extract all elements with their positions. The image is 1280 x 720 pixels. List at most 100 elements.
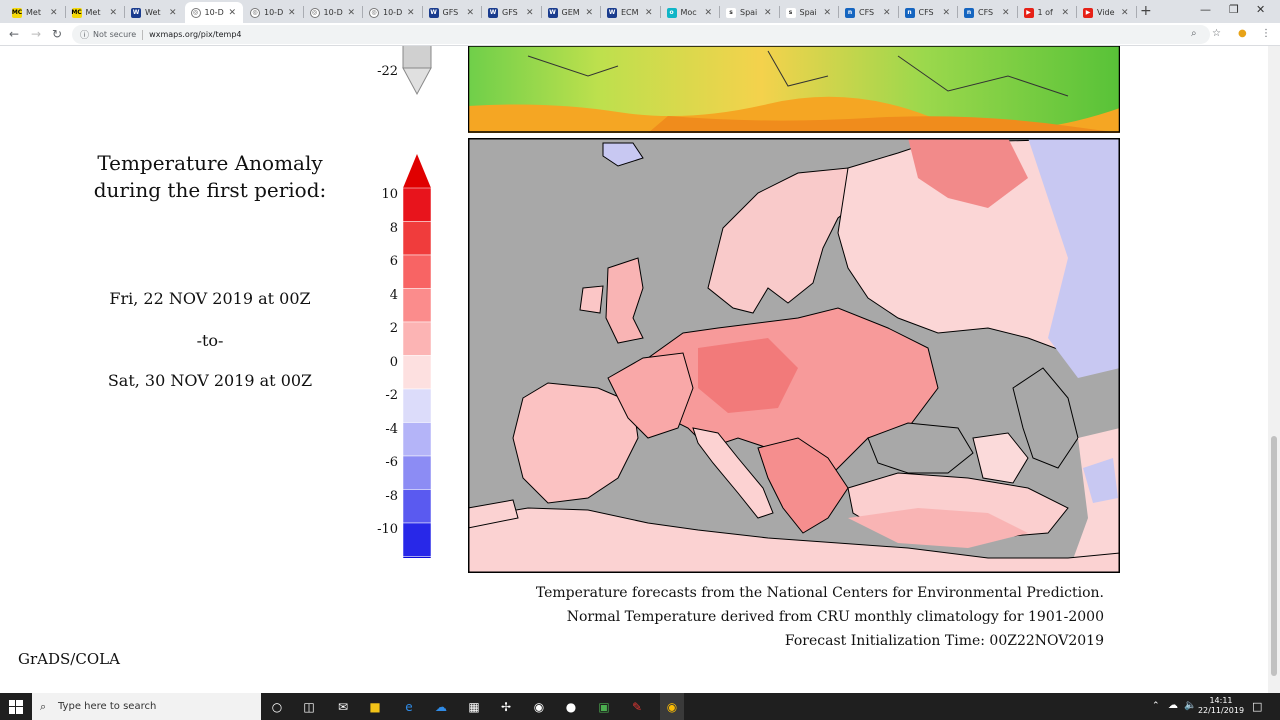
windows-logo-icon xyxy=(9,699,23,714)
tab-close-icon[interactable]: ✕ xyxy=(526,7,534,18)
legend-tick-label: 2 xyxy=(389,321,398,336)
cortana-icon[interactable]: ○ xyxy=(271,700,283,714)
tab-title: Moc xyxy=(680,8,697,17)
separator xyxy=(142,29,144,40)
page-scrollbar[interactable] xyxy=(1268,46,1280,693)
browser-tab[interactable]: ▶ Vide ✕ xyxy=(1077,2,1136,23)
edge-icon[interactable]: e xyxy=(405,700,413,714)
file-explorer-icon[interactable]: ■ xyxy=(369,700,381,714)
browser-tab[interactable]: W GFS ✕ xyxy=(423,2,482,23)
tab-close-icon[interactable]: ✕ xyxy=(50,7,58,18)
tab-favicon-icon: ◎ xyxy=(250,7,260,18)
tray-chevron-icon[interactable]: ⌃ xyxy=(1152,701,1160,711)
tab-close-icon[interactable]: ✕ xyxy=(764,7,772,18)
info-icon[interactable]: ⓘ xyxy=(80,31,90,41)
tab-close-icon[interactable]: ✕ xyxy=(1061,7,1070,18)
forward-icon[interactable]: → xyxy=(31,27,42,41)
browser-tab[interactable]: n CFS ✕ xyxy=(839,2,898,23)
browser-tab[interactable]: ◎ 10-D ✕ xyxy=(363,2,422,23)
browser-tab[interactable]: s Spai ✕ xyxy=(780,2,839,23)
calendar-icon[interactable]: ▦ xyxy=(468,700,480,714)
browser-tab[interactable]: W Wet ✕ xyxy=(125,2,184,23)
mail-icon[interactable]: ✉ xyxy=(337,700,349,714)
browser-tab[interactable]: W GFS ✕ xyxy=(482,2,541,23)
tab-favicon-icon: ◎ xyxy=(369,7,379,18)
tab-close-icon[interactable]: ✕ xyxy=(169,7,177,18)
onedrive-icon[interactable]: ☁ xyxy=(435,700,447,714)
browser-tab[interactable]: MC Met ✕ xyxy=(66,2,125,23)
tab-close-icon[interactable]: ✕ xyxy=(823,7,832,18)
minimize-icon[interactable]: — xyxy=(1200,3,1211,16)
tab-close-icon[interactable]: ✕ xyxy=(347,7,356,18)
start-button[interactable] xyxy=(0,693,32,720)
tab-close-icon[interactable]: ✕ xyxy=(1002,7,1010,18)
clock-time: 14:11 xyxy=(1209,696,1233,705)
browser-tab[interactable]: o Moc ✕ xyxy=(661,2,720,23)
tab-favicon-icon: n xyxy=(904,7,915,18)
clock-date: 22/11/2019 xyxy=(1197,706,1245,715)
menu-kebab-icon[interactable]: ⋮ xyxy=(1261,28,1271,39)
browser-tab[interactable]: n CFS ✕ xyxy=(958,2,1017,23)
credit-label: GrADS/COLA xyxy=(18,650,120,668)
tab-close-icon[interactable]: ✕ xyxy=(288,7,296,18)
browser-tab[interactable]: ▶ 1 of ✕ xyxy=(1018,2,1077,23)
new-tab-icon[interactable]: + xyxy=(1140,3,1152,19)
tab-separator xyxy=(600,6,601,18)
windows-taskbar: ⌕ Type here to search ○ ◫ ✉ ■ e ☁ ▦ ✢ ◉ … xyxy=(0,693,1280,720)
app-icon[interactable]: ✢ xyxy=(500,700,512,714)
app-icon-4[interactable]: ▣ xyxy=(598,700,610,714)
taskbar-clock[interactable]: 14:11 22/11/2019 xyxy=(1196,696,1246,716)
title-line-1: Temperature Anomaly xyxy=(97,151,323,175)
browser-tab[interactable]: s Spai ✕ xyxy=(720,2,779,23)
tab-close-icon[interactable]: ✕ xyxy=(407,7,415,18)
task-view-icon[interactable]: ◫ xyxy=(303,700,315,714)
chrome-icon[interactable]: ◉ xyxy=(660,693,684,720)
tab-close-icon[interactable]: ✕ xyxy=(228,7,237,18)
search-placeholder: Type here to search xyxy=(58,701,157,712)
close-window-icon[interactable]: ✕ xyxy=(1256,3,1266,16)
tab-close-icon[interactable]: ✕ xyxy=(883,7,891,18)
url-text[interactable]: wxmaps.org/pix/temp4 xyxy=(149,30,242,39)
browser-tab[interactable]: W ECM ✕ xyxy=(601,2,660,23)
tab-close-icon[interactable]: ✕ xyxy=(466,7,475,18)
tab-title: Spai xyxy=(740,8,758,17)
legend-swatch xyxy=(402,254,432,289)
browser-tab[interactable]: MC Met ✕ xyxy=(6,2,65,23)
tab-close-icon[interactable]: ✕ xyxy=(704,7,713,18)
footer-line-1: Temperature forecasts from the National … xyxy=(535,585,1104,601)
tab-close-icon[interactable]: ✕ xyxy=(942,7,951,18)
browser-tab[interactable]: n CFS ✕ xyxy=(899,2,958,23)
restore-icon[interactable]: ❐ xyxy=(1229,3,1239,16)
paint-icon[interactable]: ✎ xyxy=(631,700,643,714)
security-label: Not secure xyxy=(93,30,137,39)
network-icon[interactable]: ☁ xyxy=(1168,700,1178,711)
title-line-2: during the first period: xyxy=(93,178,327,202)
tab-favicon-icon: ▶ xyxy=(1023,7,1034,18)
legend-swatch xyxy=(402,422,432,457)
legend-tick-label: 4 xyxy=(389,287,398,303)
tab-favicon-icon: W xyxy=(131,7,141,18)
tab-close-icon[interactable]: ✕ xyxy=(109,7,118,18)
tab-close-icon[interactable]: ✕ xyxy=(585,7,594,18)
browser-tab[interactable]: W GEM ✕ xyxy=(542,2,601,23)
taskbar-search-box[interactable]: ⌕ Type here to search xyxy=(32,693,261,720)
reload-icon[interactable]: ↻ xyxy=(52,27,63,41)
address-bar[interactable]: ⓘ Not secure wxmaps.org/pix/temp4 xyxy=(72,25,1210,44)
legend-tick-label: 0 xyxy=(389,354,398,370)
back-icon[interactable]: ← xyxy=(9,27,20,41)
volume-icon[interactable]: 🔈 xyxy=(1184,700,1197,711)
tab-close-icon[interactable]: ✕ xyxy=(1121,7,1129,18)
browser-tab[interactable]: ◎ 10-D ✕ xyxy=(304,2,363,23)
legend-swatch xyxy=(402,187,432,222)
browser-tab[interactable]: ◎ 10-D ✕ xyxy=(184,2,243,23)
tab-close-icon[interactable]: ✕ xyxy=(645,7,653,18)
scrollbar-thumb[interactable] xyxy=(1271,436,1277,676)
tab-favicon-icon: ▶ xyxy=(1083,7,1093,18)
bookmark-star-icon[interactable]: ☆ xyxy=(1212,28,1221,39)
app-icon-3[interactable]: ● xyxy=(565,700,577,714)
app-icon-2[interactable]: ◉ xyxy=(533,700,545,714)
extension-icon[interactable]: ● xyxy=(1238,28,1247,39)
browser-tab[interactable]: ◎ 10-D ✕ xyxy=(244,2,303,23)
zoom-icon[interactable]: ⌕ xyxy=(1191,28,1197,39)
notifications-icon[interactable]: □ xyxy=(1252,700,1263,713)
